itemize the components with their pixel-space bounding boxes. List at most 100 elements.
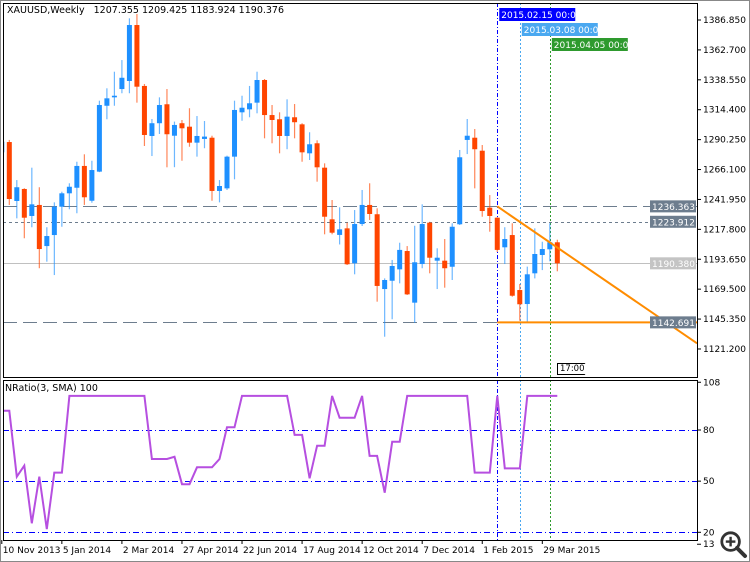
candle-body bbox=[337, 229, 343, 235]
candle-body bbox=[352, 224, 358, 264]
candle bbox=[457, 149, 463, 226]
candle bbox=[329, 200, 335, 235]
candle-body bbox=[539, 249, 545, 255]
candle-body bbox=[74, 165, 80, 188]
price-tick-label: 1386.850 bbox=[703, 16, 746, 26]
indicator-plot bbox=[4, 381, 697, 540]
price-tick-label: 1266.100 bbox=[703, 166, 746, 176]
candle bbox=[66, 183, 72, 210]
date-tick-label: 12 Oct 2014 bbox=[363, 546, 419, 556]
candle-body bbox=[404, 251, 410, 295]
candle-body bbox=[164, 104, 170, 135]
candle-body bbox=[111, 95, 117, 98]
candle bbox=[224, 155, 230, 190]
candle-body bbox=[209, 137, 215, 191]
candle bbox=[126, 18, 132, 94]
candle-body bbox=[239, 107, 245, 113]
candle bbox=[209, 135, 215, 201]
candle-body bbox=[51, 206, 57, 236]
candle-body bbox=[254, 80, 260, 103]
candle bbox=[156, 97, 162, 134]
price-level-label: 1142.691 bbox=[652, 319, 695, 329]
candle bbox=[494, 217, 500, 253]
candle bbox=[29, 167, 35, 228]
candle-body bbox=[21, 188, 27, 218]
candle-body bbox=[171, 124, 177, 136]
candle bbox=[51, 202, 57, 276]
price-level-box bbox=[650, 200, 696, 213]
ohlc-readout: 1207.355 1209.425 1183.924 1190.376 bbox=[93, 5, 285, 16]
candle-body bbox=[434, 257, 440, 261]
candle bbox=[479, 145, 485, 217]
candle bbox=[464, 119, 470, 155]
candle bbox=[74, 161, 80, 214]
candle bbox=[472, 129, 478, 189]
candle bbox=[6, 139, 12, 205]
candle-body bbox=[457, 157, 463, 225]
candle-body bbox=[479, 150, 485, 212]
indicator-tick-label: 50 bbox=[703, 477, 715, 487]
price-tick-label: 1121.200 bbox=[703, 345, 746, 355]
candle-body bbox=[59, 193, 65, 207]
candle bbox=[36, 187, 42, 269]
candle-body bbox=[314, 143, 320, 168]
candle-body bbox=[517, 290, 523, 305]
candle-body bbox=[449, 226, 455, 267]
candle bbox=[81, 154, 87, 205]
candle bbox=[299, 123, 305, 162]
candle-body bbox=[149, 123, 155, 136]
candle-body bbox=[299, 124, 305, 153]
candle-body bbox=[277, 119, 283, 136]
candle-body bbox=[547, 242, 553, 250]
candle bbox=[96, 100, 102, 173]
chart-header: XAUUSD,Weekly 1207.355 1209.425 1183.924… bbox=[7, 5, 284, 16]
date-tick-label: 29 Mar 2015 bbox=[543, 546, 600, 556]
candle bbox=[322, 163, 328, 235]
candle bbox=[119, 60, 125, 94]
candle-body bbox=[81, 165, 87, 198]
candle-body bbox=[186, 126, 192, 143]
candle-body bbox=[134, 25, 140, 87]
candle bbox=[359, 189, 365, 227]
candle bbox=[412, 225, 418, 323]
candle bbox=[367, 183, 373, 220]
candle-body bbox=[44, 236, 50, 247]
candle-body bbox=[464, 135, 470, 140]
zoom-in-icon[interactable] bbox=[717, 528, 749, 560]
indicator-panel-frame bbox=[3, 380, 698, 541]
candle bbox=[532, 228, 538, 279]
date-tick-label: 27 Apr 2014 bbox=[183, 546, 239, 556]
candle bbox=[247, 85, 253, 118]
candle bbox=[442, 239, 448, 288]
candle bbox=[232, 100, 238, 180]
candle-body bbox=[4, 141, 5, 153]
candle-body bbox=[554, 242, 560, 264]
candle-body bbox=[36, 204, 42, 250]
candle-body bbox=[292, 117, 298, 123]
candle bbox=[179, 120, 185, 161]
candle-body bbox=[96, 105, 102, 172]
candle-body bbox=[179, 123, 185, 129]
symbol-timeframe: XAUUSD,Weekly bbox=[7, 5, 85, 16]
bar-countdown: 17:00 bbox=[557, 363, 590, 375]
vertical-line-date-box bbox=[521, 23, 598, 36]
candle-body bbox=[126, 25, 132, 81]
candle-body bbox=[374, 214, 380, 286]
price-level-label: 1190.380 bbox=[652, 260, 695, 270]
candle-body bbox=[427, 222, 433, 258]
price-level-box bbox=[650, 215, 696, 228]
candle-body bbox=[262, 80, 268, 116]
candle-body bbox=[389, 266, 395, 281]
candle bbox=[292, 104, 298, 139]
date-tick-label: 2 Mar 2014 bbox=[123, 546, 175, 556]
candle bbox=[111, 71, 117, 106]
vertical-line-date-box bbox=[499, 8, 576, 21]
candle bbox=[194, 116, 200, 157]
price-level-label: 1236.363 bbox=[652, 203, 695, 213]
candle bbox=[374, 208, 380, 302]
candle-body bbox=[217, 186, 223, 191]
candle-body bbox=[89, 170, 95, 201]
indicator-tick-label: 13 bbox=[703, 540, 714, 550]
price-tick-label: 1193.650 bbox=[703, 255, 746, 265]
